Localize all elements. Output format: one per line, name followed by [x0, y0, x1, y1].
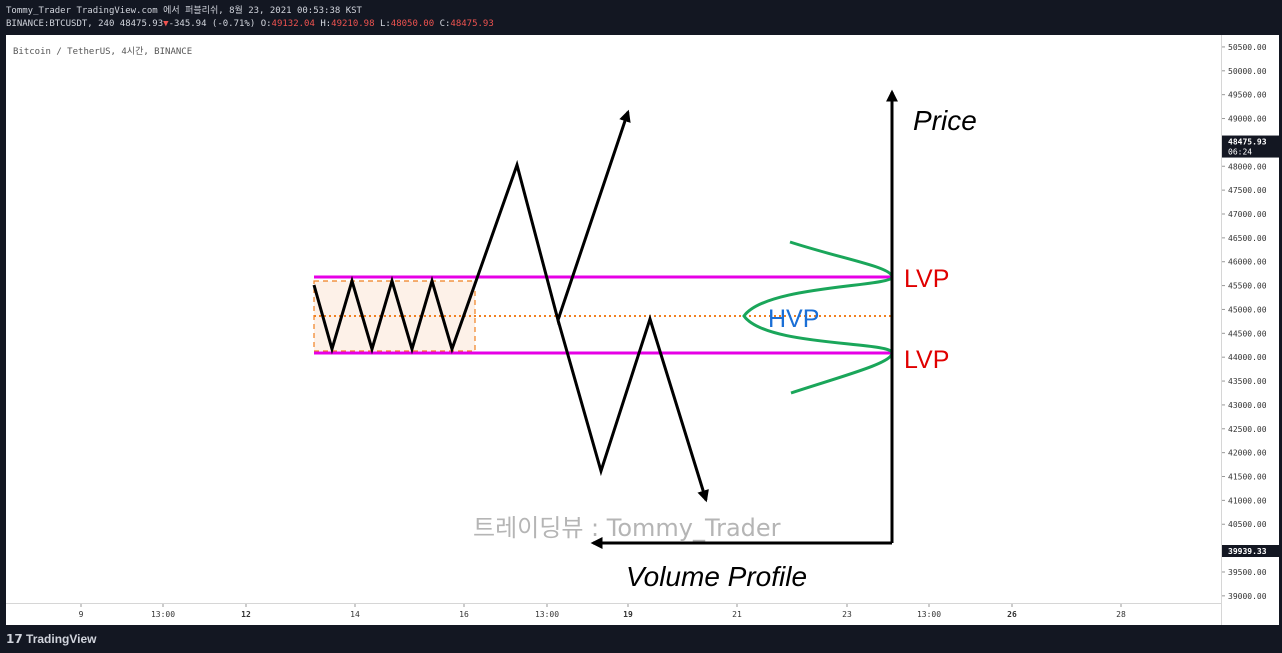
price-scale[interactable]: 50500.00 50000.00 49500.00 49000.00 48000.00…	[1221, 35, 1279, 625]
price-change: -345.94 (-0.71%)	[168, 19, 256, 29]
high-label: H:	[320, 19, 332, 29]
bar-countdown: 06:24	[1228, 148, 1252, 157]
price-path-breakdown	[556, 314, 709, 503]
watermark-text: 트레이딩뷰 : Tommy_Trader	[473, 514, 781, 542]
footer-bar: 𝟭𝟳 TradingView	[0, 625, 1282, 653]
author-line: Tommy_Trader TradingView.com 에서 퍼블리쉬, 8월…	[6, 6, 362, 16]
open-value: 49132.04	[271, 19, 315, 29]
price-tick-label: 48000.00	[1228, 162, 1267, 171]
time-tick-label: 21	[732, 610, 742, 619]
price-axis-label: Price	[913, 105, 977, 136]
time-tick-label: 23	[842, 610, 852, 619]
price-tick-label: 43500.00	[1228, 377, 1267, 386]
price-tick-label: 44500.00	[1228, 329, 1267, 338]
price-tick-label: 50000.00	[1228, 67, 1267, 76]
price-tick-label: 45500.00	[1228, 282, 1267, 291]
open-label: O:	[260, 19, 272, 29]
time-tick-label: 16	[459, 610, 469, 619]
price-path-breakout	[312, 109, 631, 355]
chart-title: Bitcoin / TetherUS, 4시간, BINANCE	[13, 47, 193, 57]
symbol-ohlc-line: BINANCE:BTCUSDT, 240 48475.93▼-345.94 (-…	[6, 18, 494, 30]
current-price-marker	[1222, 135, 1279, 158]
tradingview-logo[interactable]: 𝟭𝟳 TradingView	[6, 632, 97, 646]
price-tick-label: 42500.00	[1228, 425, 1267, 434]
price-tick-label: 39500.00	[1228, 568, 1267, 577]
price-tick-label: 41000.00	[1228, 496, 1267, 505]
price-tick-label: 49500.00	[1228, 91, 1267, 100]
price-tick-label: 40500.00	[1228, 520, 1267, 529]
tv-logo-icon: 𝟭𝟳	[6, 632, 27, 646]
brand-name: TradingView	[26, 632, 97, 646]
price-tick-label: 49000.00	[1228, 115, 1267, 124]
time-tick-label: 13:00	[917, 610, 941, 619]
close-value: 48475.93	[450, 19, 494, 29]
chart-header: Tommy_Trader TradingView.com 에서 퍼블리쉬, 8월…	[0, 0, 1282, 35]
price-tick-label: 39000.00	[1228, 592, 1267, 601]
price-scale-svg: 50500.00 50000.00 49500.00 49000.00 48000.00…	[1222, 43, 1279, 601]
low-label: L:	[379, 19, 391, 29]
price-tick-label: 50500.00	[1228, 43, 1267, 52]
time-tick-label: 28	[1116, 610, 1126, 619]
chart-pane[interactable]: Bitcoin / TetherUS, 4시간, BINANCE Price V…	[6, 35, 1221, 603]
close-label: C:	[439, 19, 451, 29]
price-tick-label: 47000.00	[1228, 210, 1267, 219]
time-scale-svg: 9 13:00 12 14 16 13:00 19 21 23 13:00 26 28	[79, 604, 1126, 619]
price-tick-label: 41500.00	[1228, 473, 1267, 482]
low-price-marker	[1222, 545, 1279, 558]
down-triangle-icon: ▼	[163, 19, 169, 29]
price-tick-label: 47500.00	[1228, 186, 1267, 195]
lvp-lower-label: LVP	[904, 346, 949, 374]
high-value: 49210.98	[331, 19, 375, 29]
price-tick-label: 45000.00	[1228, 305, 1267, 314]
time-tick-label: 9	[79, 610, 84, 619]
volume-profile-curve	[742, 240, 894, 395]
price-tick-label: 44000.00	[1228, 353, 1267, 362]
price-tick-label: 46000.00	[1228, 258, 1267, 267]
time-tick-label: 19	[623, 610, 633, 619]
time-tick-label: 13:00	[151, 610, 175, 619]
low-price-value: 39939.33	[1228, 547, 1267, 556]
time-tick-label: 12	[241, 610, 251, 619]
price-tick-label: 42000.00	[1228, 449, 1267, 458]
time-tick-label: 13:00	[535, 610, 559, 619]
current-price-value: 48475.93	[1228, 138, 1267, 147]
chart-drawing: Price Volume Profile LVP LVP HVP 트레이딩뷰 :…	[312, 89, 977, 592]
time-scale[interactable]: 9 13:00 12 14 16 13:00 19 21 23 13:00 26 28	[6, 603, 1221, 626]
low-value: 48050.00	[390, 19, 435, 29]
price-tick-label: 46500.00	[1228, 234, 1267, 243]
hvp-label: HVP	[768, 305, 819, 333]
price-tick-label: 43000.00	[1228, 401, 1267, 410]
time-tick-label: 26	[1007, 610, 1017, 619]
lvp-upper-label: LVP	[904, 265, 949, 293]
time-tick-label: 14	[350, 610, 360, 619]
volume-profile-label: Volume Profile	[626, 561, 807, 592]
symbol-price: BINANCE:BTCUSDT, 240 48475.93	[6, 19, 164, 29]
